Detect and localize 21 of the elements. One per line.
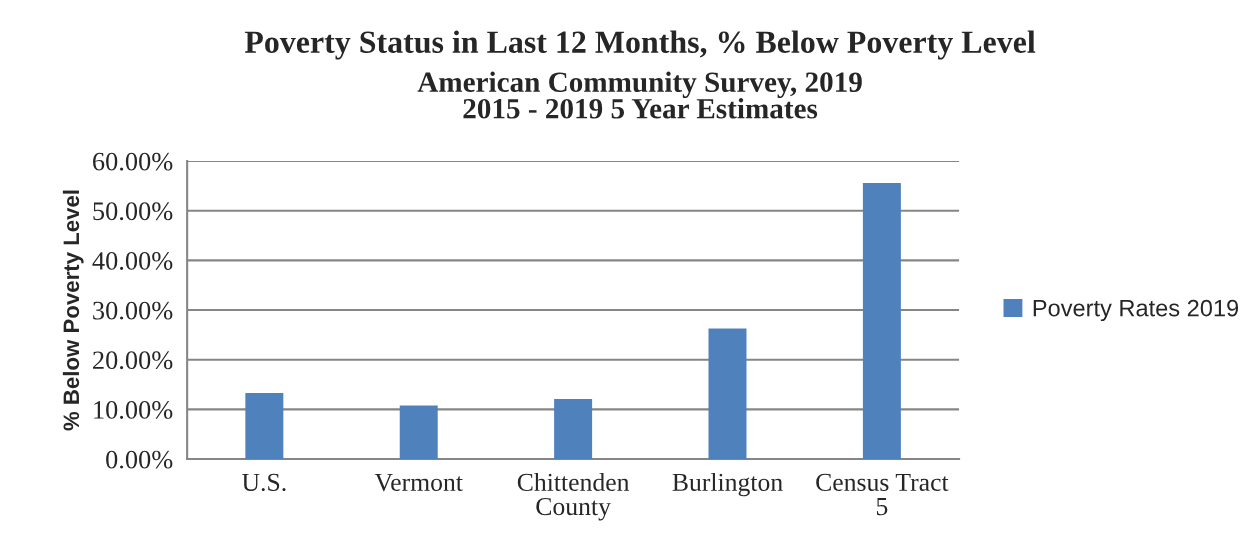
x-tick-label: Vermont — [374, 473, 463, 492]
chart-subtitle: American Community Survey, 2019 2015 - 2019 5 Year Estimates — [417, 71, 862, 119]
x-tick-label: Chittenden County — [517, 472, 630, 521]
bar — [554, 398, 593, 460]
y-axis-title: % Below Poverty Level — [62, 190, 84, 431]
legend-label: Poverty Rates 2019 — [1033, 299, 1239, 322]
x-tick-label: Census Tract 5 — [816, 473, 949, 516]
bar — [708, 328, 747, 460]
y-tick-label: 10.00% — [94, 400, 173, 419]
y-tick-label: 0.00% — [106, 450, 173, 469]
y-tick-label: 20.00% — [93, 351, 173, 370]
x-tick-label: Burlington — [672, 472, 783, 497]
y-tick-label: 60.00% — [93, 152, 173, 171]
y-tick-label: 30.00% — [93, 301, 173, 320]
bar — [399, 405, 438, 460]
bar — [245, 392, 284, 460]
y-tick-label: 50.00% — [93, 202, 173, 221]
y-tick-label: 40.00% — [92, 251, 173, 270]
chart-title: Poverty Status in Last 12 Months, % Below Poverty Level — [244, 30, 1036, 60]
bar — [862, 182, 901, 460]
x-tick-label: U.S. — [242, 473, 286, 492]
